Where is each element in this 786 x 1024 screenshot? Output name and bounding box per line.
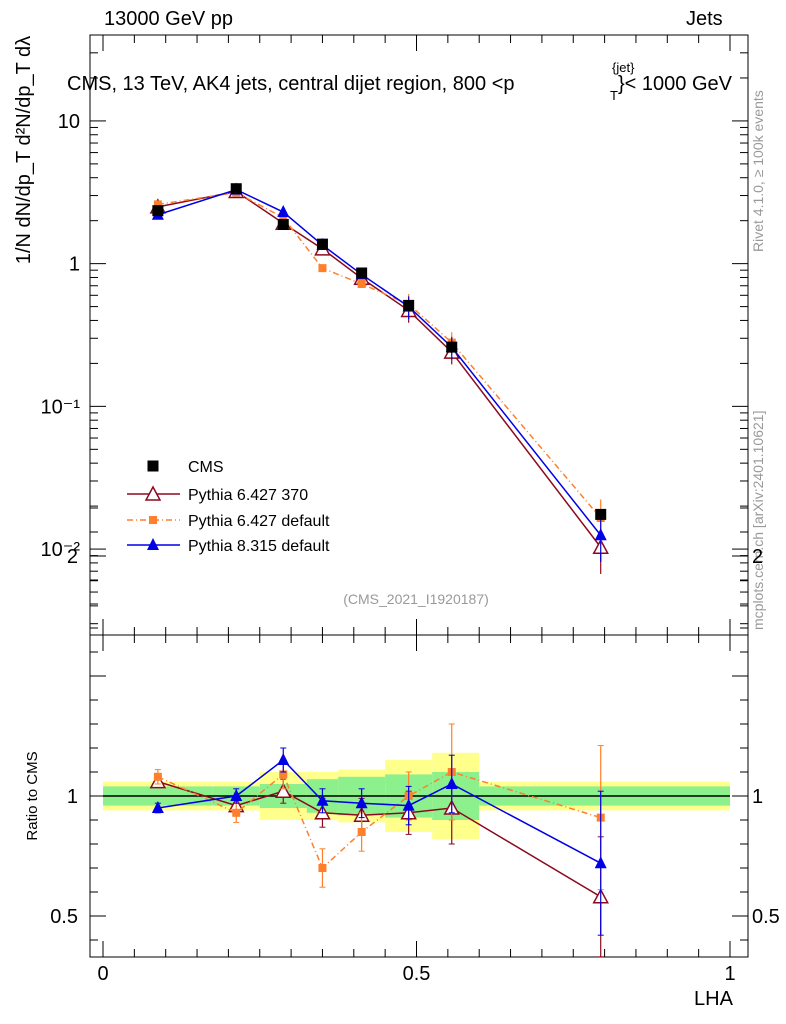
ratio-y-tick-label: 2 — [67, 546, 78, 568]
chart-title-main: CMS, 13 TeV, AK4 jets, central dijet reg… — [67, 73, 515, 95]
header-right: Jets — [686, 8, 723, 30]
main-point — [316, 238, 328, 250]
watermark: (CMS_2021_I1920187) — [343, 591, 489, 607]
x-tick-label: 0 — [97, 963, 108, 985]
ratio-point — [316, 793, 329, 806]
main-point — [318, 264, 327, 273]
ratio-point — [594, 856, 607, 869]
ratio-y-tick-label: 1 — [67, 786, 78, 808]
chart-title: CMS, 13 TeV, AK4 jets, central dijet reg… — [67, 60, 733, 103]
ratio-point — [445, 777, 458, 789]
legend: CMS Pythia 6.427 370 Pythia 6.427 default P… — [127, 459, 330, 555]
main-point — [357, 280, 366, 289]
ratio-point — [153, 772, 162, 781]
main-point — [356, 267, 368, 279]
main-panel: 10⁻² 10⁻¹ 1 10 — [41, 34, 749, 636]
main-point — [153, 200, 162, 209]
ratio-point — [151, 801, 164, 813]
x-tick-label: 1 — [724, 963, 735, 985]
main-point — [277, 205, 290, 218]
main-y-label: 1/N dN/dp_T d²N/dp_T dλ — [13, 36, 35, 264]
ratio-point — [232, 808, 241, 817]
y-tick-label: 10 — [58, 111, 80, 133]
legend-marker — [147, 460, 159, 472]
ratio-panel: 0 0.5 1 0.5 0.5 1 1 2 2 — [50, 507, 780, 985]
ratio-point — [277, 753, 290, 765]
main-y-label-text: 1/N dN/dp_T d²N/dp_T dλ — [13, 36, 35, 264]
main-point — [595, 508, 607, 520]
main-line-3 — [157, 188, 602, 536]
legend-label: Pythia 8.315 default — [188, 538, 330, 555]
chart-title-end: }< 1000 GeV — [618, 73, 733, 95]
chart-title-sup: {jet} — [612, 60, 635, 75]
overlay: CMS, 13 TeV, AK4 jets, central dijet reg… — [13, 36, 733, 841]
legend-label: Pythia 6.427 370 — [188, 487, 308, 504]
ratio-y-tick-label-right: 2 — [752, 546, 763, 568]
main-point — [403, 299, 415, 311]
ratio-y-tick-label: 0.5 — [50, 906, 78, 928]
ratio-line-1 — [157, 780, 602, 898]
ratio-point — [355, 796, 368, 809]
x-axis-label: LHA — [694, 988, 733, 1010]
y-tick-label: 10⁻² — [41, 539, 81, 561]
main-point — [279, 213, 288, 222]
main-point — [230, 183, 242, 195]
chart-title-sub: T — [610, 88, 618, 103]
ratio-point — [230, 789, 243, 801]
main-line-1 — [157, 190, 602, 548]
ratio-point — [402, 798, 415, 811]
ratio-line-3 — [157, 758, 602, 864]
main-line-2 — [157, 191, 602, 519]
x-tick-label: 0.5 — [403, 963, 431, 985]
legend-marker — [149, 516, 157, 524]
ratio-y-tick-label-right: 0.5 — [752, 906, 780, 928]
y-tick-label: 10⁻¹ — [41, 396, 81, 418]
main-point — [446, 341, 458, 353]
legend-marker — [144, 485, 162, 501]
ratio-point — [357, 828, 366, 836]
ratio-point — [318, 864, 327, 872]
legend-label: CMS — [188, 459, 224, 476]
legend-marker — [147, 538, 159, 550]
ratio-point — [275, 782, 292, 798]
ratio-y-tick-label-right: 1 — [752, 786, 763, 808]
legend-label: Pythia 6.427 default — [188, 513, 330, 530]
ratio-line-2 — [157, 771, 601, 870]
y-tick-label: 1 — [69, 254, 80, 276]
main-point — [594, 528, 607, 541]
ratio-y-label: Ratio to CMS — [24, 751, 41, 840]
main-point — [152, 205, 164, 217]
header-left: 13000 GeV pp — [104, 8, 233, 30]
ratio-point — [279, 770, 288, 779]
main-point — [277, 219, 289, 231]
